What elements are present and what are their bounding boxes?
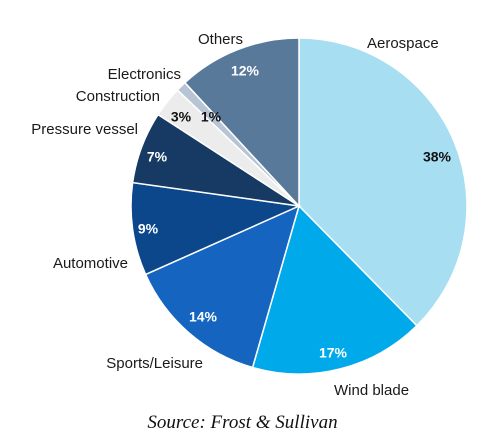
value-label-aerospace: 38% bbox=[423, 149, 452, 165]
value-label-construction: 3% bbox=[171, 109, 192, 125]
pie-slice-wind-blade bbox=[251, 204, 418, 375]
category-label-others: Others bbox=[198, 31, 243, 48]
value-label-others: 12% bbox=[231, 63, 260, 79]
value-label-pressure-vessel: 7% bbox=[147, 149, 168, 165]
category-label-electronics: Electronics bbox=[108, 66, 181, 83]
category-label-aerospace: Aerospace bbox=[367, 35, 439, 52]
category-label-sports-leisure: Sports/Leisure bbox=[106, 355, 203, 372]
value-label-electronics: 1% bbox=[201, 109, 222, 125]
pie-slice-sports-leisure bbox=[144, 204, 301, 369]
category-label-construction: Construction bbox=[76, 88, 160, 105]
category-label-pressure-vessel: Pressure vessel bbox=[31, 121, 138, 138]
slice-value-labels: 38% 17% 14% 9% 7% 3% 1% 12% bbox=[138, 63, 452, 361]
source-note: Source: Frost & Sullivan bbox=[147, 412, 338, 433]
slice-category-labels: Aerospace Wind blade Sports/Leisure Automot… bbox=[31, 31, 438, 399]
pie-slice-aerospace bbox=[298, 37, 468, 327]
category-label-automotive: Automotive bbox=[53, 255, 128, 272]
pie-slice-automotive bbox=[130, 181, 302, 276]
category-label-wind-blade: Wind blade bbox=[334, 382, 409, 399]
pie-slices bbox=[130, 37, 468, 375]
value-label-automotive: 9% bbox=[138, 221, 159, 237]
pie-slice-others bbox=[183, 37, 300, 208]
value-label-wind-blade: 17% bbox=[319, 345, 348, 361]
value-label-sports-leisure: 14% bbox=[189, 309, 218, 325]
pie-chart: 38% 17% 14% 9% 7% 3% 1% 12% Aerospace Wind blade… bbox=[31, 31, 468, 399]
